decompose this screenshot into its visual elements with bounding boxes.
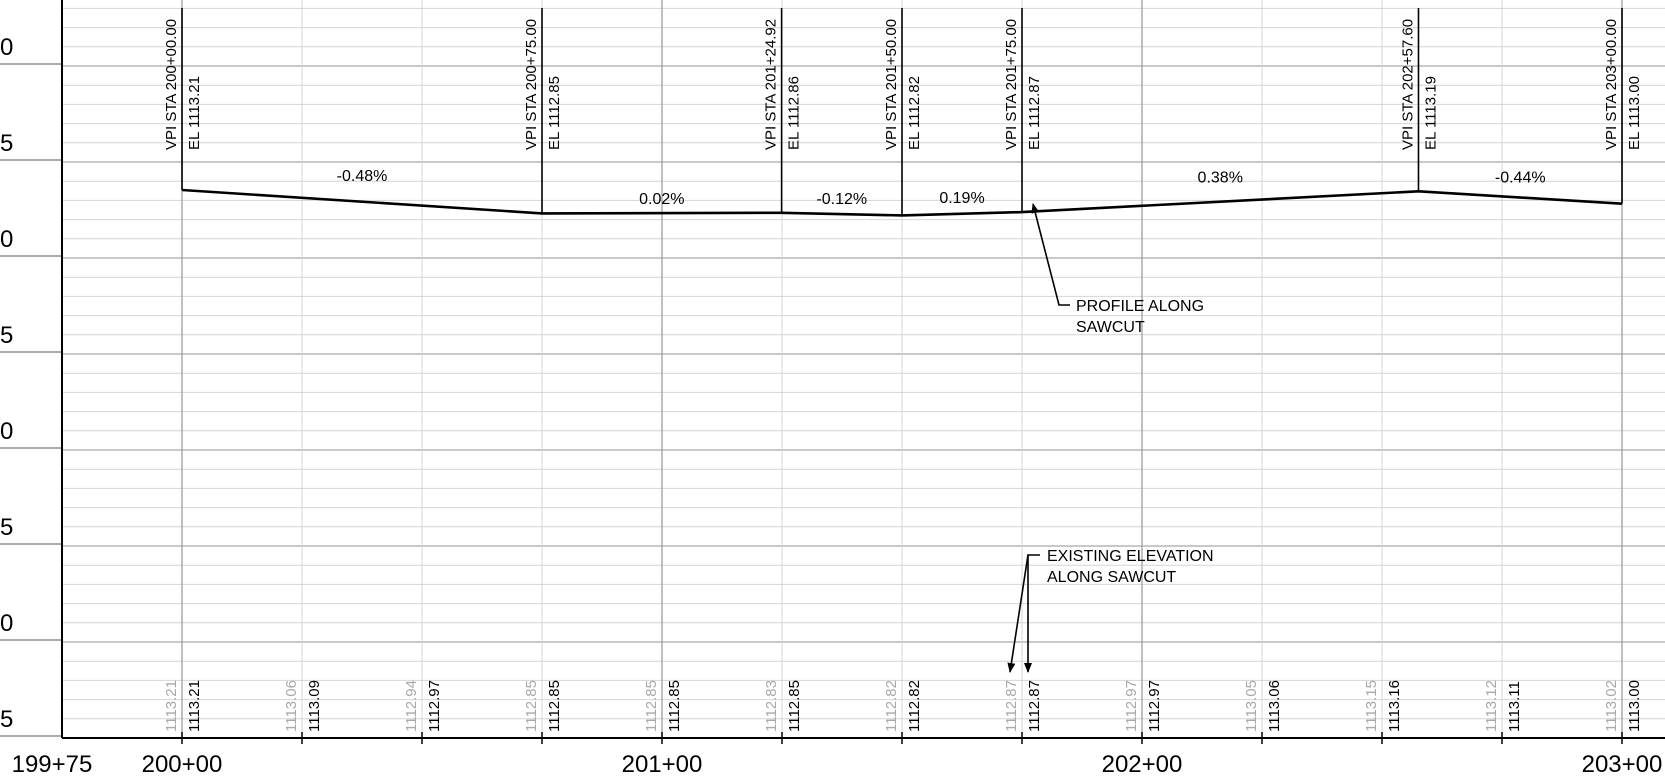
grid (62, 0, 1665, 738)
vpi-station-label: VPI STA 200+75.00 (523, 19, 540, 150)
vpi-elevation-label: EL 1112.86 (786, 76, 803, 150)
x-axis-label: 199+75 (12, 751, 93, 778)
profile (181, 8, 1623, 217)
notes: PROFILE ALONG SAWCUT EXISTING ELEVATION … (1007, 203, 1214, 673)
y-axis-label: 5 (0, 130, 13, 157)
existing-elevation-label: 1113.21 (163, 680, 180, 732)
vpi-station-label: VPI STA 203+00.00 (1603, 19, 1620, 150)
existing-note-line1: EXISTING ELEVATION (1047, 548, 1214, 565)
y-axis-label: 5 (0, 322, 13, 349)
vpi-elevation-label: EL 1113.19 (1422, 76, 1439, 150)
y-axis-label: 0 (0, 418, 13, 445)
vpi-elevation-label: EL 1113.00 (1626, 76, 1643, 150)
y-axis-label: 0 (0, 34, 13, 61)
x-axis-label: 200+00 (142, 751, 223, 778)
x-axis-label: 201+00 (622, 751, 703, 778)
vpi-station-label: VPI STA 201+75.00 (1003, 19, 1020, 150)
existing-elevation-label: 1112.83 (763, 680, 780, 732)
grade-label: 0.02% (639, 191, 684, 208)
existing-elevation-label: 1113.12 (1483, 680, 1500, 732)
x-axis-label: 203+00 (1582, 751, 1663, 778)
existing-elevation-label: 1112.82 (883, 680, 900, 732)
existing-note-leader-b (1007, 554, 1029, 673)
vpi-station-label: VPI STA 202+57.60 (1399, 19, 1416, 150)
vpi-station-label: VPI STA 201+24.92 (763, 19, 780, 150)
vpi-elevation-label: EL 1112.85 (546, 76, 563, 150)
profile-note-line1: PROFILE ALONG (1076, 298, 1204, 315)
proposed-elevation-label: 1113.16 (1386, 680, 1403, 732)
vpi-station-label: VPI STA 201+50.00 (883, 19, 900, 150)
existing-note-line2: ALONG SAWCUT (1047, 569, 1176, 586)
proposed-elevation-label: 1112.85 (546, 680, 563, 732)
grade-label: -0.44% (1495, 169, 1546, 186)
profile-note-leader (1031, 203, 1070, 306)
proposed-elevation-label: 1113.21 (186, 680, 203, 732)
vpi-station-label: VPI STA 200+00.00 (163, 19, 180, 150)
existing-elevation-label: 1112.85 (643, 680, 660, 732)
vpi-elevation-label: EL 1112.82 (906, 76, 923, 150)
y-axis-label: 0 (0, 226, 13, 253)
existing-elevation-label: 1113.06 (283, 680, 300, 732)
proposed-elevation-label: 1112.87 (1026, 680, 1043, 732)
existing-elevation-label: 1113.15 (1363, 680, 1380, 732)
grade-label: -0.12% (816, 191, 867, 208)
existing-elevation-label: 1112.85 (523, 680, 540, 732)
existing-elevation-label: 1112.87 (1003, 680, 1020, 732)
y-axis-label: 5 (0, 514, 13, 541)
grade-label: 0.19% (939, 190, 984, 207)
proposed-elevation-label: 1112.85 (666, 680, 683, 732)
x-axis-label: 202+00 (1102, 751, 1183, 778)
existing-elevation-label: 1113.02 (1603, 680, 1620, 732)
labels: VPI STA 200+00.00 EL 1113.21 VPI STA 200+7… (163, 19, 1643, 732)
proposed-elevation-label: 1112.82 (906, 680, 923, 732)
proposed-elevation-label: 1113.11 (1506, 681, 1523, 732)
grade-label: 0.38% (1198, 169, 1243, 186)
existing-elevation-label: 1113.05 (1243, 680, 1260, 732)
y-axis-label: 0 (0, 610, 13, 637)
existing-elevation-label: 1112.97 (1123, 680, 1140, 732)
proposed-elevation-label: 1112.85 (786, 680, 803, 732)
proposed-elevation-label: 1112.97 (426, 680, 443, 732)
profile-note-line2: SAWCUT (1076, 319, 1145, 336)
vpi-elevation-label: EL 1113.21 (186, 76, 203, 150)
vpi-elevation-label: EL 1112.87 (1026, 76, 1043, 150)
existing-elevation-label: 1112.94 (403, 680, 420, 732)
proposed-elevation-label: 1113.09 (306, 680, 323, 732)
proposed-elevation-label: 1113.06 (1266, 680, 1283, 732)
proposed-elevation-label: 1112.97 (1146, 680, 1163, 732)
proposed-elevation-label: 1113.00 (1626, 680, 1643, 732)
grade-label: -0.48% (337, 168, 388, 185)
y-axis-label: 5 (0, 706, 13, 733)
